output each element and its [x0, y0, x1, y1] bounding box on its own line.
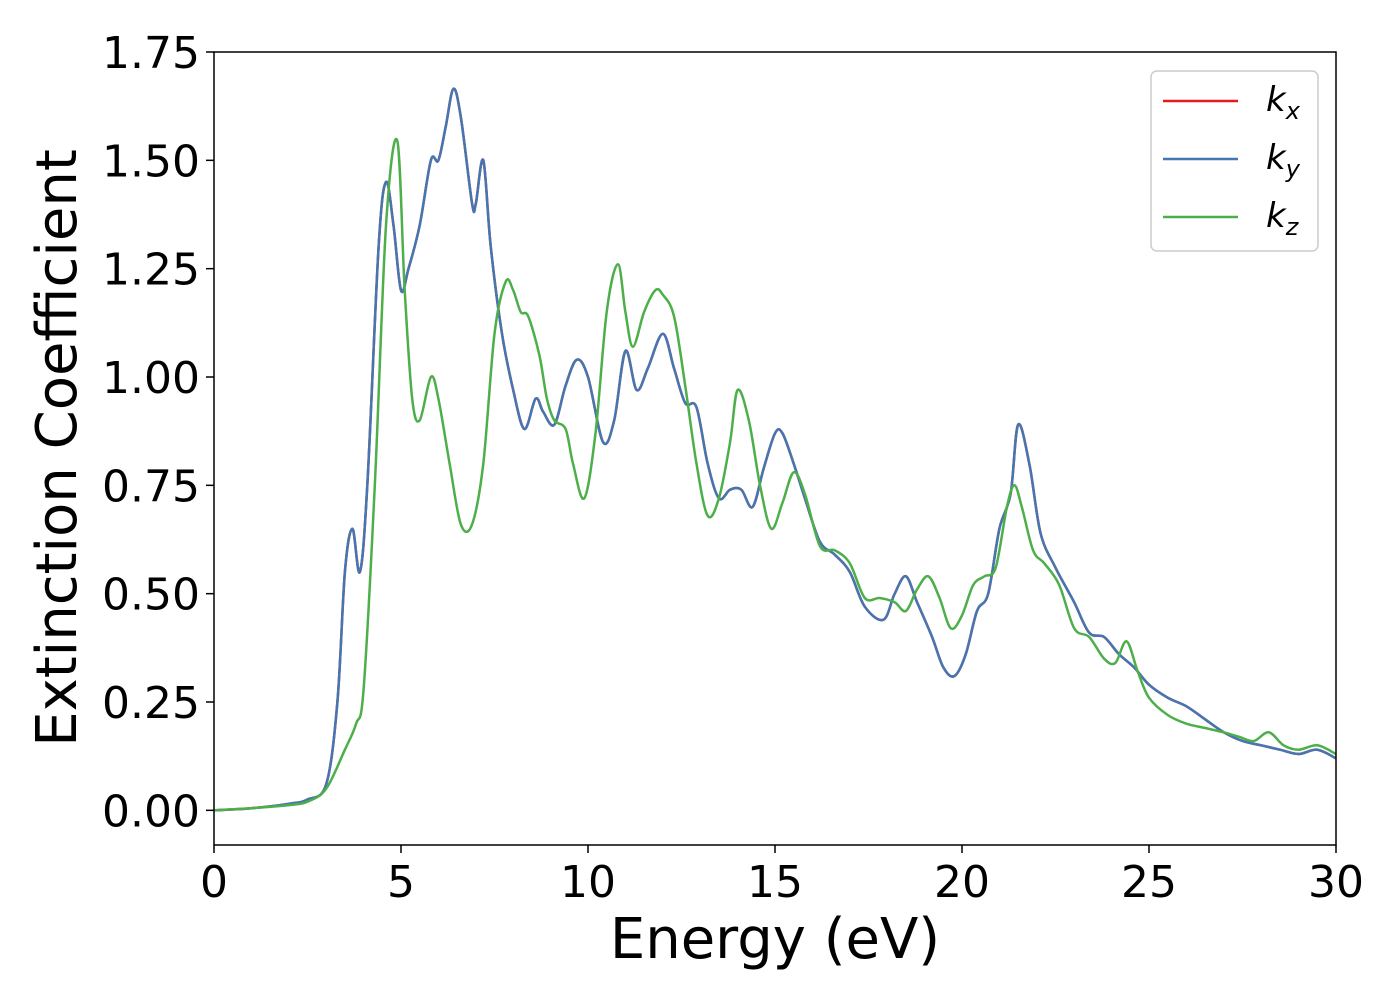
x-tick-label: 10: [560, 857, 616, 908]
x-tick-label: 20: [934, 857, 990, 908]
x-axis-ticks: 0 5 10 15 20 25 30: [200, 845, 1364, 908]
y-tick-label: 0.00: [102, 786, 200, 837]
x-axis-label: Energy (eV): [610, 907, 940, 972]
x-tick-label: 0: [200, 857, 228, 908]
y-tick-label: 0.25: [102, 678, 200, 729]
y-tick-label: 1.00: [102, 353, 200, 404]
x-tick-label: 15: [747, 857, 803, 908]
y-tick-label: 1.50: [102, 136, 200, 187]
plot-lines: [213, 87, 1337, 812]
y-tick-label: 0.50: [102, 570, 200, 621]
y-axis-ticks: 0.00 0.25 0.50 0.75 1.00 1.25 1.50 1.75: [102, 28, 214, 837]
y-axis-label: Extinction Coefficient: [25, 149, 90, 747]
legend-box: [1150, 70, 1319, 252]
x-tick-label: 25: [1121, 857, 1177, 908]
series-line-kz: [213, 137, 1337, 812]
x-tick-label: 30: [1308, 857, 1364, 908]
y-tick-label: 1.25: [102, 245, 200, 296]
x-tick-label: 5: [387, 857, 415, 908]
y-tick-label: 1.75: [102, 28, 200, 79]
y-tick-label: 0.75: [102, 461, 200, 512]
series-line-ky: [213, 87, 1337, 812]
